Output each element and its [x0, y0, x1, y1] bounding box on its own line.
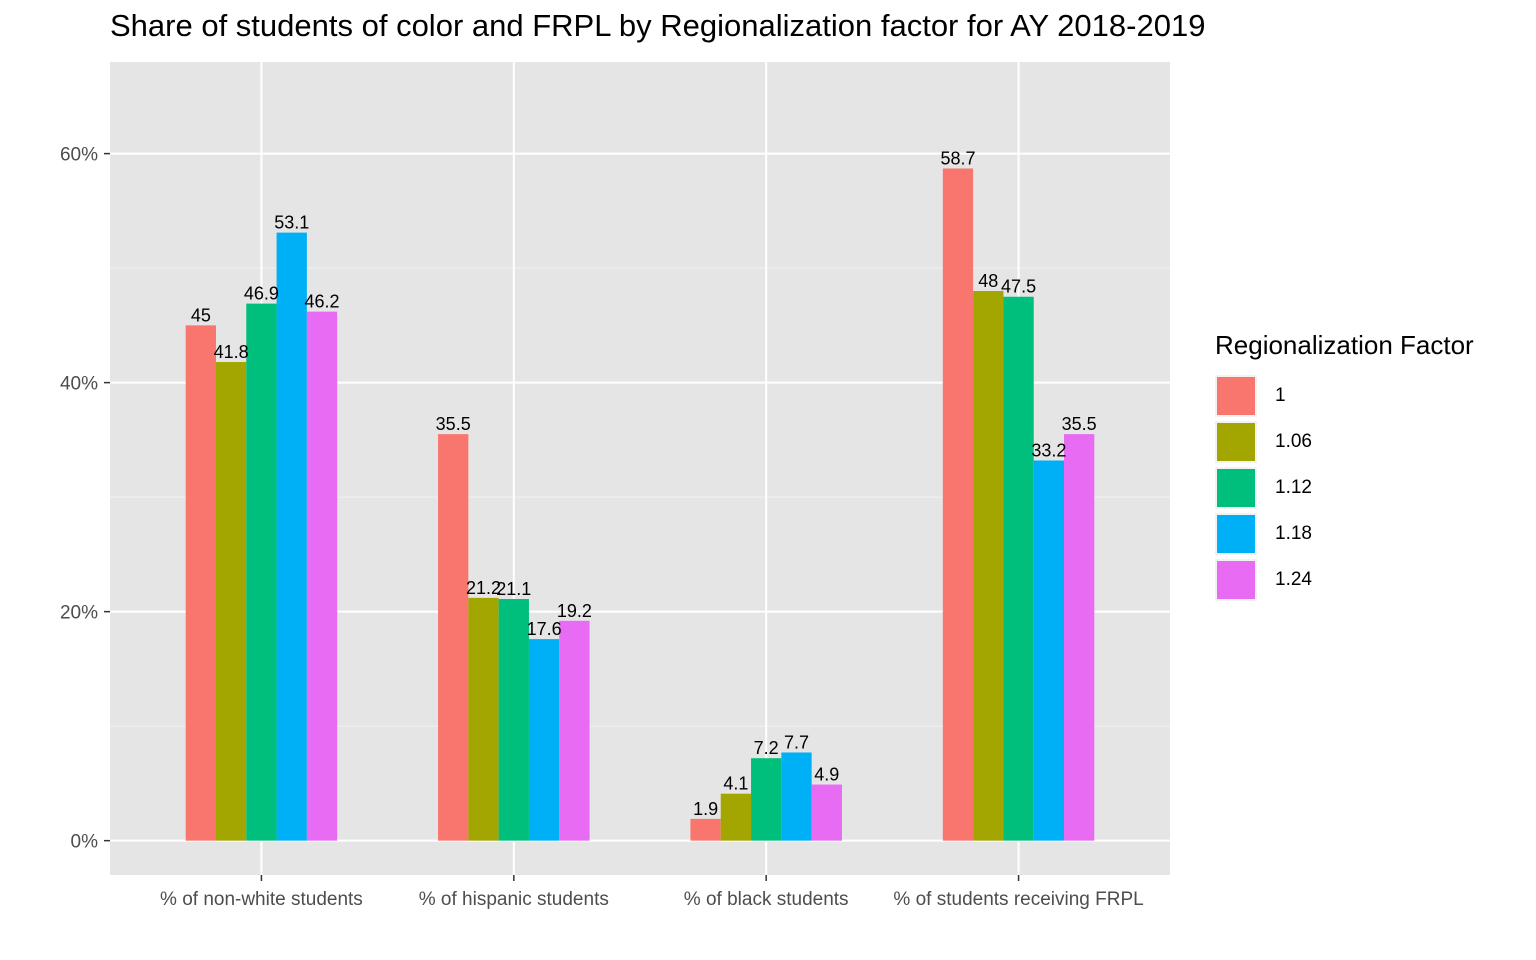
legend-item: 1.06: [1215, 419, 1474, 465]
legend: Regionalization Factor 1 1.06 1.12 1.18 1.24: [1215, 330, 1474, 603]
legend-label: 1.18: [1275, 523, 1312, 544]
data-label: 58.7: [940, 148, 975, 168]
data-label: 21.2: [466, 578, 501, 598]
legend-item: 1: [1215, 373, 1474, 419]
bar: [246, 303, 277, 841]
bar: [1064, 434, 1095, 841]
data-label: 4.9: [814, 765, 839, 785]
legend-item: 1.18: [1215, 511, 1474, 557]
chart-title: Share of students of color and FRPL by R…: [110, 8, 1206, 43]
legend-items: 1 1.06 1.12 1.18 1.24: [1215, 373, 1474, 603]
x-tick-label: % of students receiving FRPL: [893, 889, 1143, 910]
data-label: 21.1: [496, 579, 531, 599]
y-tick-label: 0%: [71, 832, 99, 853]
y-tick-label: 60%: [60, 145, 98, 166]
x-tick-label: % of hispanic students: [419, 889, 609, 910]
legend-item: 1.12: [1215, 465, 1474, 511]
x-tick-label: % of non-white students: [160, 889, 363, 910]
legend-swatch: [1215, 559, 1257, 601]
data-label: 35.5: [1062, 414, 1097, 434]
x-tick-label: % of black students: [684, 889, 849, 910]
bar: [1033, 460, 1065, 841]
data-label: 33.2: [1031, 440, 1066, 460]
data-label: 35.5: [436, 414, 471, 434]
bar: [751, 758, 782, 841]
data-label: 19.2: [557, 601, 592, 621]
bar: [276, 232, 307, 841]
bar: [1003, 296, 1034, 841]
data-label: 47.5: [1001, 277, 1036, 297]
legend-title: Regionalization Factor: [1215, 330, 1474, 360]
data-label: 7.2: [754, 738, 779, 758]
bar: [559, 620, 590, 841]
bar: [528, 639, 560, 841]
legend-label: 1.24: [1275, 569, 1312, 590]
data-label: 53.1: [274, 213, 309, 233]
legend-swatch: [1215, 467, 1257, 509]
bar: [942, 168, 974, 841]
bar: [973, 291, 1004, 841]
legend-swatch: [1215, 421, 1257, 463]
bar: [720, 793, 752, 841]
data-label: 41.8: [214, 342, 249, 362]
y-tick-label: 40%: [60, 374, 98, 395]
legend-item: 1.24: [1215, 557, 1474, 603]
data-label: 7.7: [784, 732, 809, 752]
legend-label: 1.12: [1275, 477, 1312, 498]
legend-swatch: [1215, 513, 1257, 555]
bar: [498, 599, 529, 841]
y-tick-label: 20%: [60, 603, 98, 624]
bar: [811, 784, 842, 841]
legend-label: 1.06: [1275, 431, 1312, 452]
bar: [306, 311, 338, 841]
bar: [468, 597, 499, 841]
legend-label: 1: [1275, 385, 1286, 406]
data-label: 48: [978, 271, 998, 291]
bar: [438, 434, 469, 841]
bar: [215, 362, 247, 841]
data-label: 46.9: [244, 284, 279, 304]
legend-swatch: [1215, 375, 1257, 417]
bar: [690, 818, 721, 841]
bar: [185, 325, 216, 841]
data-label: 17.6: [527, 619, 562, 639]
bar: [781, 752, 812, 841]
data-label: 1.9: [693, 799, 718, 819]
data-label: 46.2: [305, 292, 340, 312]
data-label: 4.1: [723, 774, 748, 794]
data-label: 45: [191, 305, 211, 325]
